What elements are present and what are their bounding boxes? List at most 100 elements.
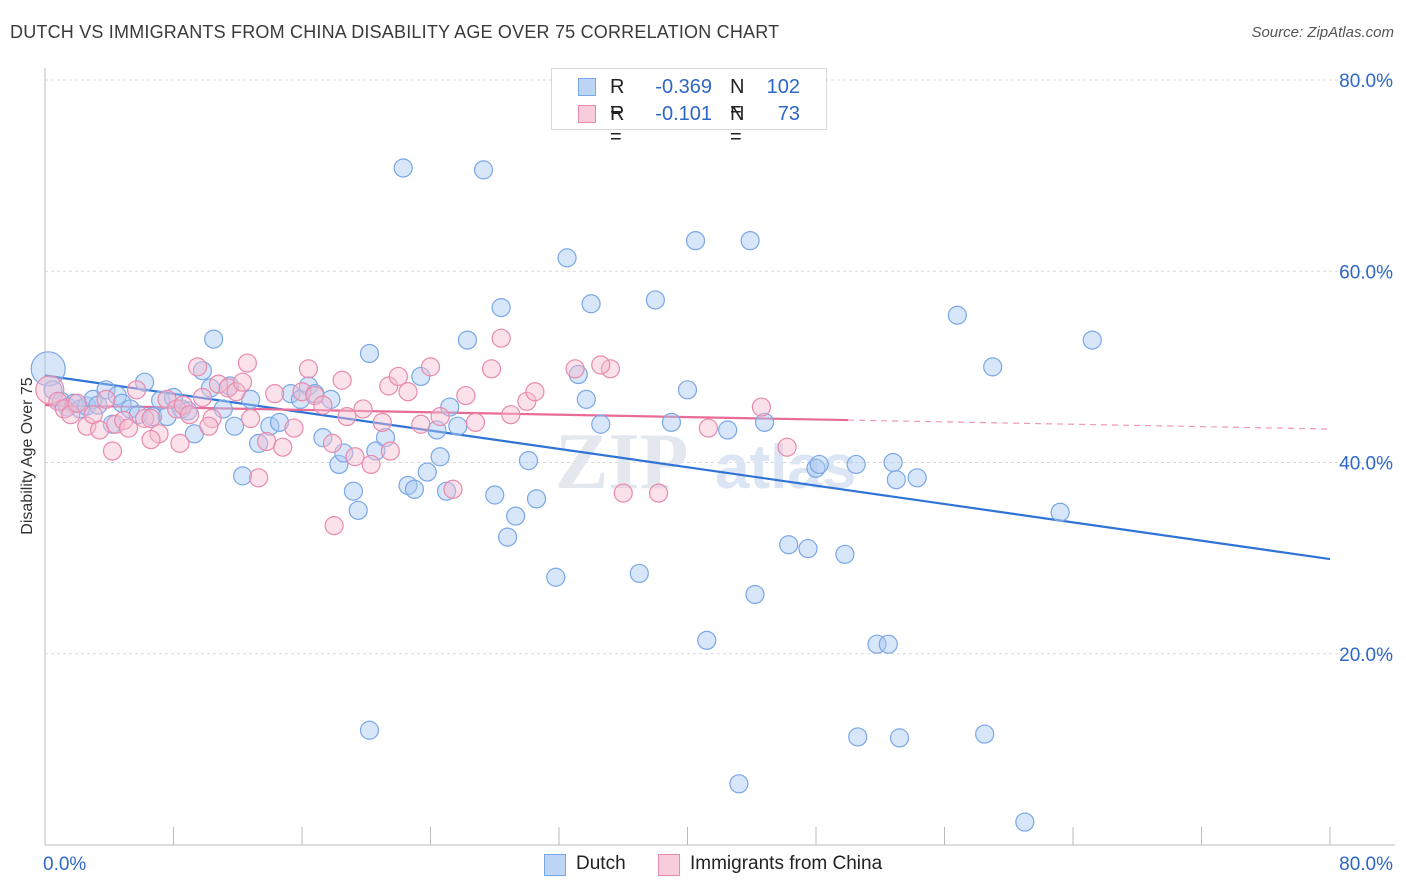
dutch-point [204, 329, 224, 349]
y-tick-label: 20.0% [1339, 645, 1393, 666]
china-point [565, 359, 585, 379]
china-point [237, 353, 257, 373]
dutch-point [1082, 330, 1102, 350]
dutch-point [886, 470, 906, 490]
china-point [126, 380, 147, 400]
dutch-point [883, 452, 903, 473]
dutch-point [348, 500, 368, 520]
china-point [525, 382, 545, 402]
china-point [249, 468, 269, 488]
china-point [284, 418, 304, 438]
dutch-point [485, 485, 505, 505]
dutch-point [740, 231, 760, 251]
dutch-point [457, 330, 478, 350]
china-point [61, 405, 81, 425]
dutch-point [526, 489, 547, 509]
y-tick-label: 60.0% [1339, 262, 1393, 283]
dutch-point [134, 372, 155, 392]
dutch-point [661, 412, 682, 432]
legend-swatch-dutch [578, 78, 596, 96]
y-tick-labels: 20.0% 40.0% 60.0% 80.0% 0.0% 80.0% [43, 71, 1393, 875]
axes [44, 68, 1395, 846]
china-point [324, 516, 344, 536]
dutch-trend-line [44, 374, 1331, 561]
dutch-point [249, 433, 269, 453]
china-point [491, 328, 511, 348]
legend-r-value: -0.101 [655, 103, 712, 125]
china-point [777, 437, 797, 457]
legend-r-value: -0.369 [655, 76, 712, 98]
china-point [241, 408, 261, 429]
y-axis-label: Disability Age Over 75 [19, 377, 36, 535]
dutch-point [1015, 812, 1035, 832]
china-point [67, 393, 87, 413]
trend-lines [44, 374, 1331, 561]
china-point [305, 385, 325, 406]
dutch-point [975, 724, 995, 744]
china-point [90, 420, 110, 440]
china-point [420, 357, 441, 377]
china-point [298, 359, 319, 379]
dutch-point [232, 466, 253, 486]
legend-swatch-china [578, 105, 596, 123]
dutch-point [506, 506, 526, 526]
dutch-point [645, 290, 665, 310]
dutch-point [359, 720, 380, 740]
legend-n-value: 73 [777, 103, 800, 125]
china-point [353, 399, 373, 419]
china-point [232, 372, 253, 392]
dutch-point [867, 634, 887, 654]
dutch-point [907, 468, 927, 488]
china-point [173, 395, 193, 415]
china-point [465, 412, 486, 432]
dutch-point [677, 380, 698, 400]
legend-r-label: R = [610, 76, 625, 121]
dutch-point [404, 479, 425, 499]
legend-n-label: N = [730, 103, 745, 148]
dutch-point [685, 231, 706, 251]
china-point [134, 408, 155, 429]
dutch-point [629, 563, 649, 584]
dutch-point [697, 630, 717, 650]
legend-n-value: 102 [766, 76, 800, 98]
china-point [698, 418, 718, 438]
china-trend-line [44, 404, 849, 422]
dutch-point [745, 584, 765, 605]
china-point [517, 391, 537, 411]
china-point [102, 441, 123, 461]
y-tick-label: 80.0% [1339, 71, 1393, 92]
dutch-point [491, 297, 511, 318]
dutch-point [591, 414, 611, 434]
x-tick-label: 80.0% [1339, 854, 1393, 875]
china-point [337, 407, 357, 427]
china-point [430, 407, 450, 427]
china-point [501, 405, 521, 425]
series-swatch-dutch [544, 854, 566, 876]
dutch-point [43, 380, 63, 400]
dutch-point [359, 343, 380, 364]
china-point [48, 391, 68, 411]
dutch-point [546, 567, 566, 587]
legend-n-label: N = [730, 76, 745, 121]
china-point [208, 374, 229, 394]
watermark-zip: ZIP [555, 418, 688, 506]
china-point [591, 355, 611, 375]
dutch-point [313, 428, 333, 448]
dutch-point [798, 538, 818, 559]
dutch-point [473, 160, 494, 180]
watermark-atlas: atlas [715, 433, 856, 502]
dutch-point [878, 634, 898, 654]
dutch-point [779, 535, 799, 555]
china-point [273, 437, 293, 457]
china-point [257, 431, 277, 452]
china-point [345, 447, 365, 467]
china-point [388, 366, 408, 387]
china-point [141, 408, 161, 429]
series-label-dutch: Dutch [576, 853, 626, 874]
china-point [192, 387, 213, 408]
dutch-point [889, 728, 910, 748]
dutch-point [846, 454, 866, 475]
dutch-point [498, 527, 518, 547]
china-point [372, 412, 392, 432]
dutch-point [848, 727, 868, 747]
